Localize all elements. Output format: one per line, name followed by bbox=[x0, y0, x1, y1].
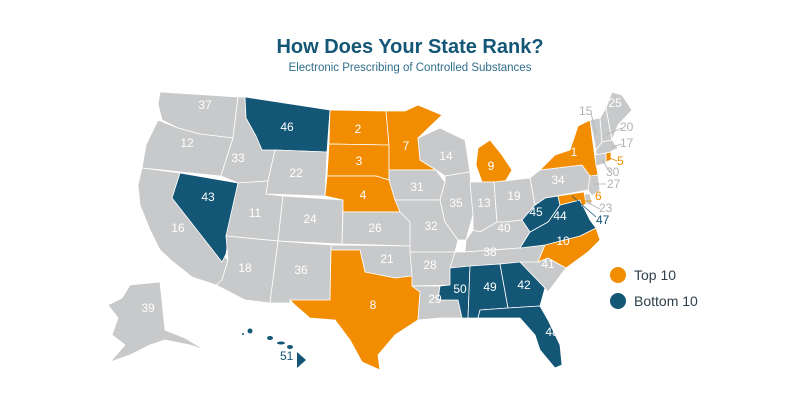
rank-de: 23 bbox=[599, 201, 613, 215]
rank-ca: 16 bbox=[171, 221, 185, 235]
rank-fl: 48 bbox=[545, 325, 559, 339]
rank-hi: 51 bbox=[280, 349, 294, 363]
rank-or: 12 bbox=[180, 136, 194, 150]
rank-mi: 9 bbox=[488, 159, 495, 173]
rank-ok: 21 bbox=[380, 252, 394, 266]
rank-ut: 11 bbox=[249, 206, 262, 220]
legend-label-top10: Top 10 bbox=[634, 267, 677, 283]
state-tx bbox=[289, 249, 421, 371]
legend: Top 10 Bottom 10 bbox=[610, 262, 698, 314]
rank-la: 29 bbox=[428, 292, 442, 306]
rank-tn: 38 bbox=[483, 245, 497, 259]
state-ak bbox=[107, 281, 206, 363]
rank-sd: 3 bbox=[356, 154, 363, 168]
rank-ga: 42 bbox=[517, 278, 531, 292]
state-ct bbox=[594, 152, 607, 167]
rank-oh: 19 bbox=[507, 189, 521, 203]
state-wy bbox=[265, 149, 328, 197]
rank-az: 18 bbox=[238, 261, 252, 275]
state-fl bbox=[477, 305, 563, 369]
orange-dot-icon bbox=[610, 267, 626, 283]
rank-nc: 10 bbox=[556, 234, 570, 248]
rank-ks: 26 bbox=[368, 221, 382, 235]
rank-nv: 43 bbox=[201, 190, 215, 204]
state-ga bbox=[499, 261, 546, 309]
legend-label-bottom10: Bottom 10 bbox=[634, 293, 698, 309]
rank-wi: 14 bbox=[439, 149, 453, 163]
state-nv bbox=[171, 172, 239, 263]
state-ny bbox=[539, 119, 599, 177]
rank-nm: 36 bbox=[294, 263, 308, 277]
rank-al: 49 bbox=[483, 280, 497, 294]
rank-vt: 15 bbox=[579, 104, 593, 118]
legend-item-bottom10: Bottom 10 bbox=[610, 288, 698, 314]
rank-wy: 22 bbox=[289, 166, 303, 180]
blue-dot-icon bbox=[610, 293, 626, 309]
rank-in: 13 bbox=[477, 196, 491, 210]
rank-id: 33 bbox=[231, 151, 245, 165]
rank-il: 35 bbox=[449, 196, 463, 210]
rank-ct: 30 bbox=[606, 165, 620, 179]
rank-mn: 7 bbox=[403, 139, 410, 153]
rank-ne: 4 bbox=[360, 188, 367, 202]
rank-sc: 41 bbox=[541, 257, 555, 271]
rank-nh: 20 bbox=[620, 120, 634, 134]
state-hi bbox=[242, 328, 306, 368]
map-title: How Does Your State Rank? bbox=[276, 36, 544, 58]
rank-mo: 32 bbox=[424, 219, 438, 233]
rank-wa: 37 bbox=[198, 98, 212, 112]
rank-co: 24 bbox=[303, 212, 317, 226]
state-md bbox=[557, 191, 587, 207]
legend-item-top10: Top 10 bbox=[610, 262, 698, 288]
rank-pa: 34 bbox=[551, 173, 565, 187]
rank-wv: 45 bbox=[529, 205, 543, 219]
rank-tx: 8 bbox=[370, 298, 377, 312]
rank-ny: 1 bbox=[571, 145, 578, 159]
rank-ma: 17 bbox=[620, 136, 634, 150]
rank-nd: 2 bbox=[355, 122, 362, 136]
rank-me: 25 bbox=[608, 96, 622, 110]
rank-va: 44 bbox=[553, 209, 567, 223]
rank-dc: 47 bbox=[596, 213, 610, 227]
rank-nj: 27 bbox=[607, 177, 621, 191]
state-mi bbox=[475, 139, 513, 183]
rank-ky: 40 bbox=[497, 221, 511, 235]
map-subtitle: Electronic Prescribing of Controlled Sub… bbox=[288, 62, 532, 74]
rank-ri: 5 bbox=[617, 154, 624, 168]
state-rank-labels: 37 12 16 43 33 46 22 11 24 18 36 2 3 4 2… bbox=[141, 96, 622, 339]
callouts: 15 20 17 5 30 27 6 23 47 51 bbox=[280, 104, 634, 363]
state-ri bbox=[605, 151, 612, 163]
state-nj bbox=[587, 174, 601, 197]
rank-ms: 50 bbox=[453, 282, 467, 296]
rank-mt: 46 bbox=[280, 120, 294, 134]
rank-ar: 28 bbox=[423, 258, 437, 272]
rank-md: 6 bbox=[595, 189, 602, 203]
rank-ia: 31 bbox=[410, 180, 424, 194]
state-ar bbox=[409, 251, 456, 287]
rank-ak: 39 bbox=[141, 301, 155, 315]
